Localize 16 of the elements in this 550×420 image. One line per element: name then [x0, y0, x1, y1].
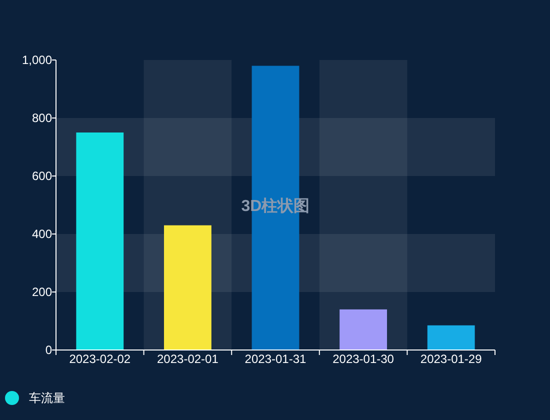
y-tick-label: 600: [32, 169, 52, 183]
x-tick-label: 2023-02-01: [157, 352, 219, 366]
bar: [340, 309, 388, 350]
y-tick-label: 400: [32, 227, 52, 241]
bar: [427, 325, 475, 350]
x-tick-label: 2023-01-31: [244, 352, 307, 366]
y-tick-label: 1,000: [22, 53, 52, 67]
legend-label: 车流量: [29, 391, 65, 405]
y-tick-label: 800: [32, 111, 52, 125]
x-tick-label: 2023-01-29: [420, 352, 482, 366]
x-tick-label: 2023-01-30: [332, 352, 394, 366]
x-tick-label: 2023-02-02: [69, 352, 131, 366]
y-tick-label: 0: [45, 343, 52, 357]
bar: [76, 132, 124, 350]
y-tick-label: 200: [32, 285, 52, 299]
bar: [164, 225, 212, 350]
